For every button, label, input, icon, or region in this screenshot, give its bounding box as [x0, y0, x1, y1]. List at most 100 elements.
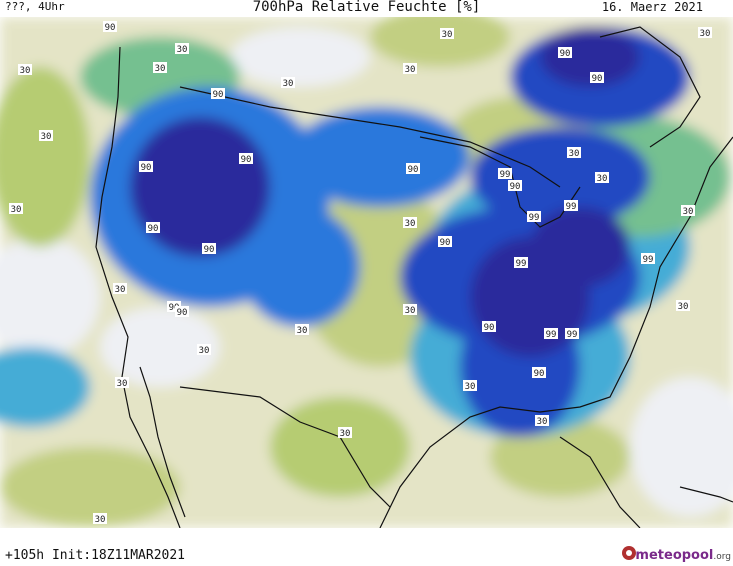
- contour-label-gulf: 30: [535, 415, 549, 427]
- contour-label-text: 30: [199, 346, 210, 356]
- contour-label-text: 30: [20, 66, 31, 76]
- contour-label-california-coast: 30: [113, 283, 127, 295]
- contour-label-tennessee: 99: [544, 328, 558, 340]
- contour-label-kansas: 30: [403, 217, 417, 229]
- contour-label-arkansas: 90: [482, 321, 496, 333]
- contour-label-hudson-bay: 30: [440, 28, 454, 40]
- contour-label-text: 30: [177, 45, 188, 55]
- brand-name: meteopool: [635, 548, 714, 563]
- contour-label-text: 30: [683, 207, 694, 217]
- contour-label-minnesota: 90: [406, 163, 420, 175]
- contour-label-text: 30: [11, 205, 22, 215]
- map-title: 700hPa Relative Feuchte [%]: [252, 0, 481, 15]
- contour-label-iowa: 90: [438, 236, 452, 248]
- contour-label-hudson-north: 90: [558, 47, 572, 59]
- humidity-field: [0, 17, 733, 528]
- contour-label-text: 90: [408, 165, 419, 175]
- contour-label-ontario: 30: [403, 63, 417, 75]
- contour-label-new-england: 30: [567, 147, 581, 159]
- contour-label-socal: 90: [175, 306, 189, 318]
- contour-label-arizona: 30: [197, 344, 211, 356]
- contour-label-bc-coast: 30: [175, 43, 189, 55]
- contour-label-mexico-pacific: 30: [93, 513, 107, 525]
- meteopool-logo-icon: [622, 546, 636, 560]
- contour-label-text: 30: [155, 64, 166, 74]
- contour-label-mississippi: 90: [532, 367, 546, 379]
- brand-suffix: .org: [713, 552, 731, 562]
- contour-label-text: 90: [484, 323, 495, 333]
- contour-label-text: 99: [529, 213, 540, 223]
- contour-label-idaho: 90: [146, 222, 160, 234]
- contour-label-wisconsin: 99: [498, 168, 512, 180]
- contour-label-pacific-nw: 90: [103, 21, 117, 33]
- contour-label-text: 30: [340, 429, 351, 439]
- contour-label-quebec: 90: [590, 72, 604, 84]
- contour-label-montana-n: 90: [211, 88, 225, 100]
- contour-label-bc-coast-2: 30: [153, 62, 167, 74]
- contour-label-text: 90: [204, 245, 215, 255]
- contour-label-text: 30: [283, 79, 294, 89]
- contour-label-text: 30: [41, 132, 52, 142]
- contour-label-montana: 90: [239, 153, 253, 165]
- contour-label-pacific-offshore-3: 30: [9, 203, 23, 215]
- contour-label-texas: 30: [463, 380, 477, 392]
- contour-label-text: 30: [465, 382, 476, 392]
- contour-label-text: 99: [516, 259, 527, 269]
- contour-label-text: 30: [115, 285, 126, 295]
- contour-label-alberta: 30: [281, 77, 295, 89]
- contour-label-text: 30: [597, 174, 608, 184]
- contour-label-nevada: 90: [202, 243, 216, 255]
- map-outlines: [95, 26, 733, 528]
- contour-label-text: 99: [566, 202, 577, 212]
- contour-label-text: 90: [177, 308, 188, 318]
- contour-label-mid-atlantic: 30: [595, 172, 609, 184]
- contour-labels: 9030303030303090909090909030903030303030…: [9, 21, 712, 525]
- contour-label-text: 30: [678, 302, 689, 312]
- contour-label-text: 90: [510, 182, 521, 192]
- contour-label-text: 30: [405, 219, 416, 229]
- contour-label-michigan: 90: [508, 180, 522, 192]
- contour-label-pennsylvania: 99: [564, 200, 578, 212]
- forecast-date: 16. Maerz 2021: [601, 0, 703, 14]
- contour-label-ohio: 99: [527, 211, 541, 223]
- humidity-map: 9030303030303090909090909030903030303030…: [0, 17, 733, 528]
- contour-label-text: 30: [117, 379, 128, 389]
- contour-label-pacific-offshore-2: 30: [39, 130, 53, 142]
- contour-label-text: 90: [213, 90, 224, 100]
- contour-label-oklahoma: 30: [403, 304, 417, 316]
- contour-label-text: 30: [537, 417, 548, 427]
- contour-label-text: 30: [405, 65, 416, 75]
- contour-label-carolinas: 99: [565, 328, 579, 340]
- contour-label-text: 30: [405, 306, 416, 316]
- contour-label-text: 90: [169, 303, 180, 313]
- model-run-info: +105h Init:18Z11MAR2021: [5, 548, 186, 563]
- contour-label-atlantic-1: 30: [681, 205, 695, 217]
- contour-label-text: 99: [546, 330, 557, 340]
- contour-label-text: 30: [700, 29, 711, 39]
- contour-label-pacific-offshore-1: 30: [18, 64, 32, 76]
- contour-label-utah: 90: [167, 301, 181, 313]
- contour-label-kentucky: 99: [514, 257, 528, 269]
- contour-label-text: 90: [534, 369, 545, 379]
- brand-link[interactable]: meteopool.org: [635, 548, 731, 563]
- contour-label-atlantic-3: 30: [698, 27, 712, 39]
- contour-label-text: 90: [141, 163, 152, 173]
- contour-label-text: 30: [442, 30, 453, 40]
- contour-label-new-mexico: 30: [295, 324, 309, 336]
- contour-label-text: 90: [241, 155, 252, 165]
- contour-label-text: 90: [148, 224, 159, 234]
- contour-label-text: 99: [567, 330, 578, 340]
- location-label: ???, 4Uhr: [5, 0, 65, 13]
- contour-label-text: 90: [560, 49, 571, 59]
- contour-label-text: 90: [592, 74, 603, 84]
- contour-label-text: 99: [500, 170, 511, 180]
- contour-label-virginia: 99: [641, 253, 655, 265]
- contour-label-text: 90: [105, 23, 116, 33]
- contour-label-text: 30: [95, 515, 106, 525]
- contour-label-baja: 30: [115, 377, 129, 389]
- contour-label-text: 99: [643, 255, 654, 265]
- contour-label-atlantic-2: 30: [676, 300, 690, 312]
- contour-label-oregon: 90: [139, 161, 153, 173]
- contour-label-text: 30: [569, 149, 580, 159]
- contour-label-mexico-north: 30: [338, 427, 352, 439]
